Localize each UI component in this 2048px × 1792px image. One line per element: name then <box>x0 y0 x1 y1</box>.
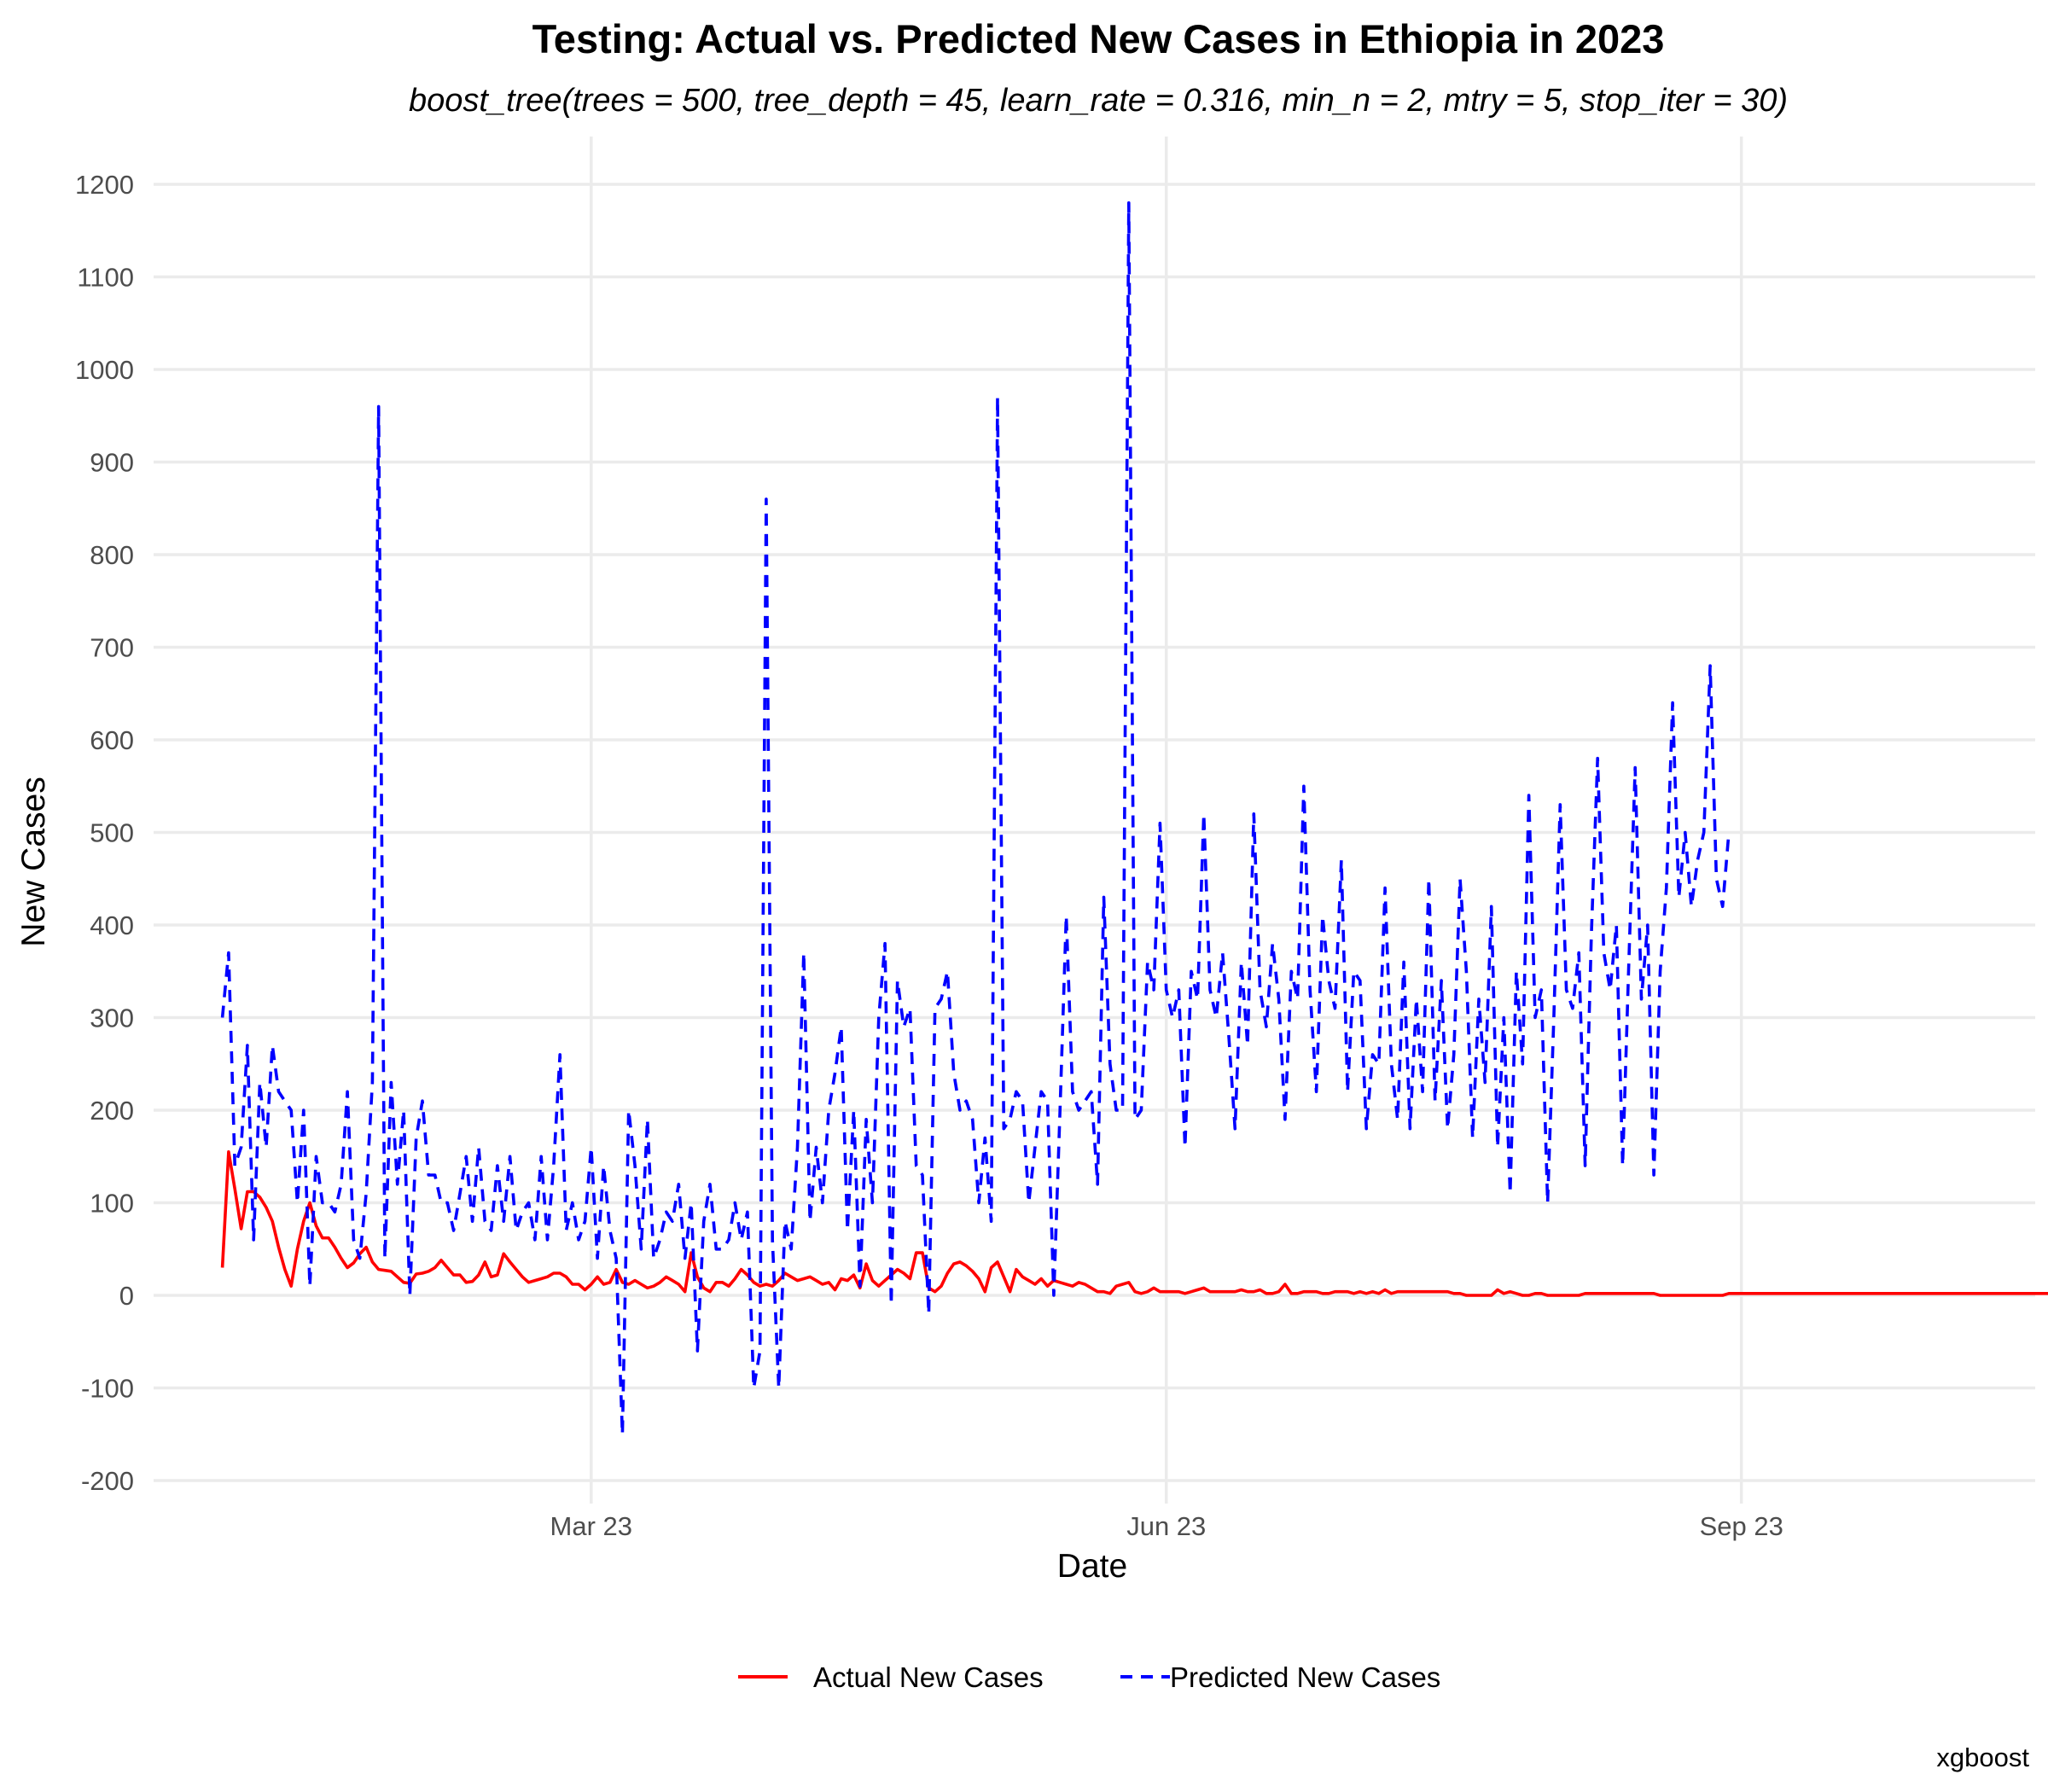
y-tick-label: 800 <box>90 540 134 570</box>
y-axis-title: New Cases <box>15 777 52 946</box>
y-tick-label: -200 <box>81 1466 134 1496</box>
y-tick-label: 0 <box>119 1281 134 1311</box>
caption: xgboost <box>1936 1743 2029 1772</box>
chart-subtitle: boost_tree(trees = 500, tree_depth = 45,… <box>409 83 1788 119</box>
y-tick-label: 500 <box>90 818 134 848</box>
legend: Actual New Cases Predicted New Cases <box>738 1661 1440 1693</box>
y-tick-label: 600 <box>90 725 134 755</box>
x-tick-label: Sep 23 <box>1700 1511 1783 1541</box>
y-tick-label: 1200 <box>75 170 134 200</box>
legend-label-actual: Actual New Cases <box>813 1661 1044 1693</box>
x-tick-label: Mar 23 <box>550 1511 632 1541</box>
grid-layer <box>154 137 2035 1504</box>
x-tick-label: Jun 23 <box>1126 1511 1206 1541</box>
x-axis-title: Date <box>1057 1548 1127 1585</box>
y-tick-label: 400 <box>90 911 134 940</box>
y-tick-label: 300 <box>90 1004 134 1033</box>
chart-title: Testing: Actual vs. Predicted New Cases … <box>532 16 1665 61</box>
y-tick-label: 200 <box>90 1096 134 1126</box>
series-predicted-line <box>220 201 1731 1436</box>
series-actual-line <box>220 1150 2048 1297</box>
y-tick-label: 900 <box>90 448 134 478</box>
y-tick-label: 1000 <box>75 355 134 385</box>
legend-label-predicted: Predicted New Cases <box>1170 1661 1440 1693</box>
x-axis-ticks: Mar 23 Jun 23 Sep 23 <box>550 1511 1783 1541</box>
y-tick-label: 100 <box>90 1189 134 1219</box>
y-tick-label: 700 <box>90 633 134 663</box>
y-axis-ticks: -200 -100 0 100 200 300 400 500 600 700 800 900 1000… <box>75 170 134 1496</box>
y-tick-label: 1100 <box>77 263 134 293</box>
series-layer <box>220 201 2048 1436</box>
y-tick-label: -100 <box>81 1374 134 1404</box>
